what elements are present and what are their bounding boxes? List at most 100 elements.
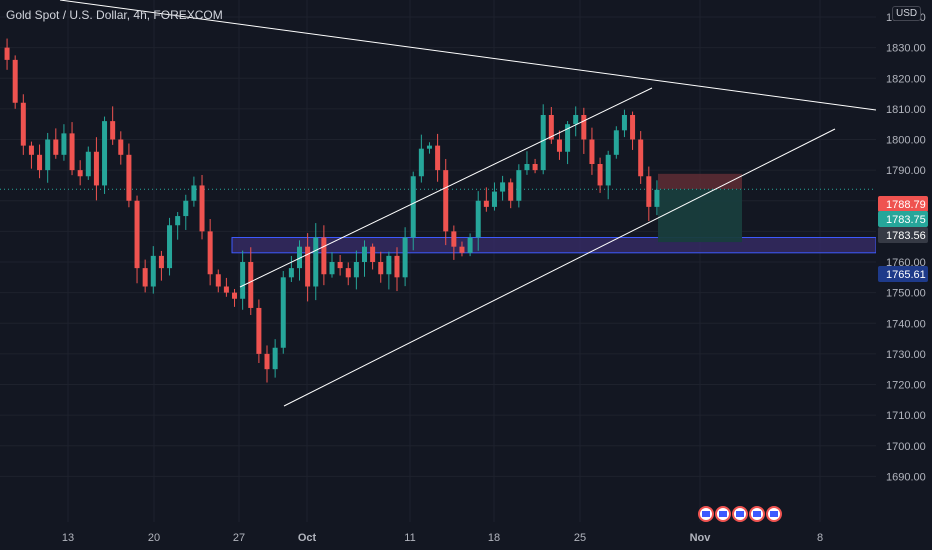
candle-body [207, 231, 213, 275]
currency-button[interactable]: USD [892, 6, 922, 21]
candle-body [93, 151, 99, 186]
candle-body [4, 47, 10, 60]
candle-body [61, 133, 67, 155]
candle-body [435, 145, 441, 171]
price-label-current-bg [878, 211, 928, 227]
candle-body [167, 225, 173, 269]
price-tick-label: 1690.00 [886, 471, 926, 483]
candle-body [28, 145, 34, 155]
candle-body [613, 130, 619, 155]
candle-body [126, 154, 132, 201]
time-tick-label: Nov [690, 532, 712, 544]
candle-body [353, 262, 359, 278]
candle-body [491, 191, 497, 207]
price-label-zone-bg [878, 266, 928, 282]
candle-body [272, 347, 278, 370]
time-axis[interactable]: 13 20 27 Oct 11 18 25 Nov 8 [0, 522, 876, 550]
candle-body [451, 231, 457, 247]
price-tick-label: 1730.00 [886, 349, 926, 361]
price-tick-label: 1830.00 [886, 43, 926, 55]
price-tick-label: 1750.00 [886, 288, 926, 300]
candle-body [69, 133, 75, 171]
candle-body [508, 182, 514, 201]
candle-body [183, 200, 189, 217]
channel-lower-line [283, 128, 836, 407]
candle-body [215, 274, 221, 287]
candle-body [426, 145, 432, 149]
candle-body [313, 237, 319, 287]
candle-body [150, 255, 156, 287]
time-tick-label: 11 [404, 532, 415, 544]
candle-body [516, 170, 522, 201]
candle-body [378, 262, 384, 275]
support-zone [231, 237, 877, 254]
candle-body [621, 115, 627, 131]
candle-body [500, 182, 506, 192]
price-tick-label: 1700.00 [886, 441, 926, 453]
economic-events[interactable] [698, 506, 782, 522]
candle-body [540, 115, 546, 171]
candle-body [573, 115, 579, 125]
candle-body [134, 200, 140, 269]
candle-body [305, 246, 311, 287]
candle-body [191, 185, 197, 201]
price-tick-label: 1810.00 [886, 104, 926, 116]
candle-body [605, 154, 611, 186]
candle-body [288, 268, 294, 278]
candle-body [248, 262, 254, 308]
symbol-title: Gold Spot / U.S. Dollar, 4h, FOREXCOM [6, 8, 223, 22]
candle-body [110, 121, 116, 140]
candle-body [232, 292, 238, 299]
price-tick-label: 1740.00 [886, 318, 926, 330]
event-flag-icon [715, 506, 731, 522]
candle-body [630, 115, 636, 140]
candle-body [85, 151, 91, 177]
price-label-stop: 1788.79 [886, 199, 926, 211]
candle-body [240, 262, 246, 299]
time-tick-label: 18 [488, 532, 500, 544]
price-label-entry: 1783.56 [886, 230, 926, 242]
trendlines[interactable] [59, 0, 877, 407]
candle-body [102, 121, 108, 186]
price-axis[interactable]: 1690.00 1700.00 1710.00 1720.00 1730.00 1740.… [876, 0, 932, 550]
price-tick-label: 1790.00 [886, 165, 926, 177]
candle-body [175, 216, 181, 226]
time-tick-label: Oct [298, 532, 317, 544]
flag-icon [736, 511, 744, 517]
grid [0, 0, 876, 522]
flag-icon [702, 511, 710, 517]
candle-body [321, 237, 327, 275]
price-label-zone: 1765.61 [886, 269, 926, 281]
price-label-entry-bg [878, 227, 928, 243]
candle-body [418, 148, 424, 177]
event-flag-icon [749, 506, 765, 522]
candle-body [20, 102, 26, 146]
time-tick-label: 25 [574, 532, 586, 544]
candle-body [280, 277, 286, 348]
candle-body [53, 139, 59, 155]
flag-icon [770, 511, 778, 517]
price-tick-label: 1720.00 [886, 380, 926, 392]
flag-icon [753, 511, 761, 517]
candle-body [329, 262, 335, 275]
candle-body [443, 170, 449, 232]
candles [4, 38, 660, 383]
candle-body [223, 286, 229, 293]
candle-body [12, 59, 18, 103]
candle-body [264, 353, 270, 370]
candle-body [548, 115, 554, 140]
descending-resistance-line [59, 0, 877, 111]
event-flag-icon [766, 506, 782, 522]
candle-body [589, 139, 595, 164]
candle-body [581, 115, 587, 140]
candle-body [297, 246, 303, 269]
zones [0, 173, 877, 254]
candle-body [654, 189, 660, 207]
price-tick-label: 1820.00 [886, 73, 926, 85]
event-flag-icon [698, 506, 714, 522]
candle-body [77, 170, 83, 177]
candle-body [337, 262, 343, 269]
candle-body [361, 246, 367, 262]
candle-body [532, 164, 538, 171]
